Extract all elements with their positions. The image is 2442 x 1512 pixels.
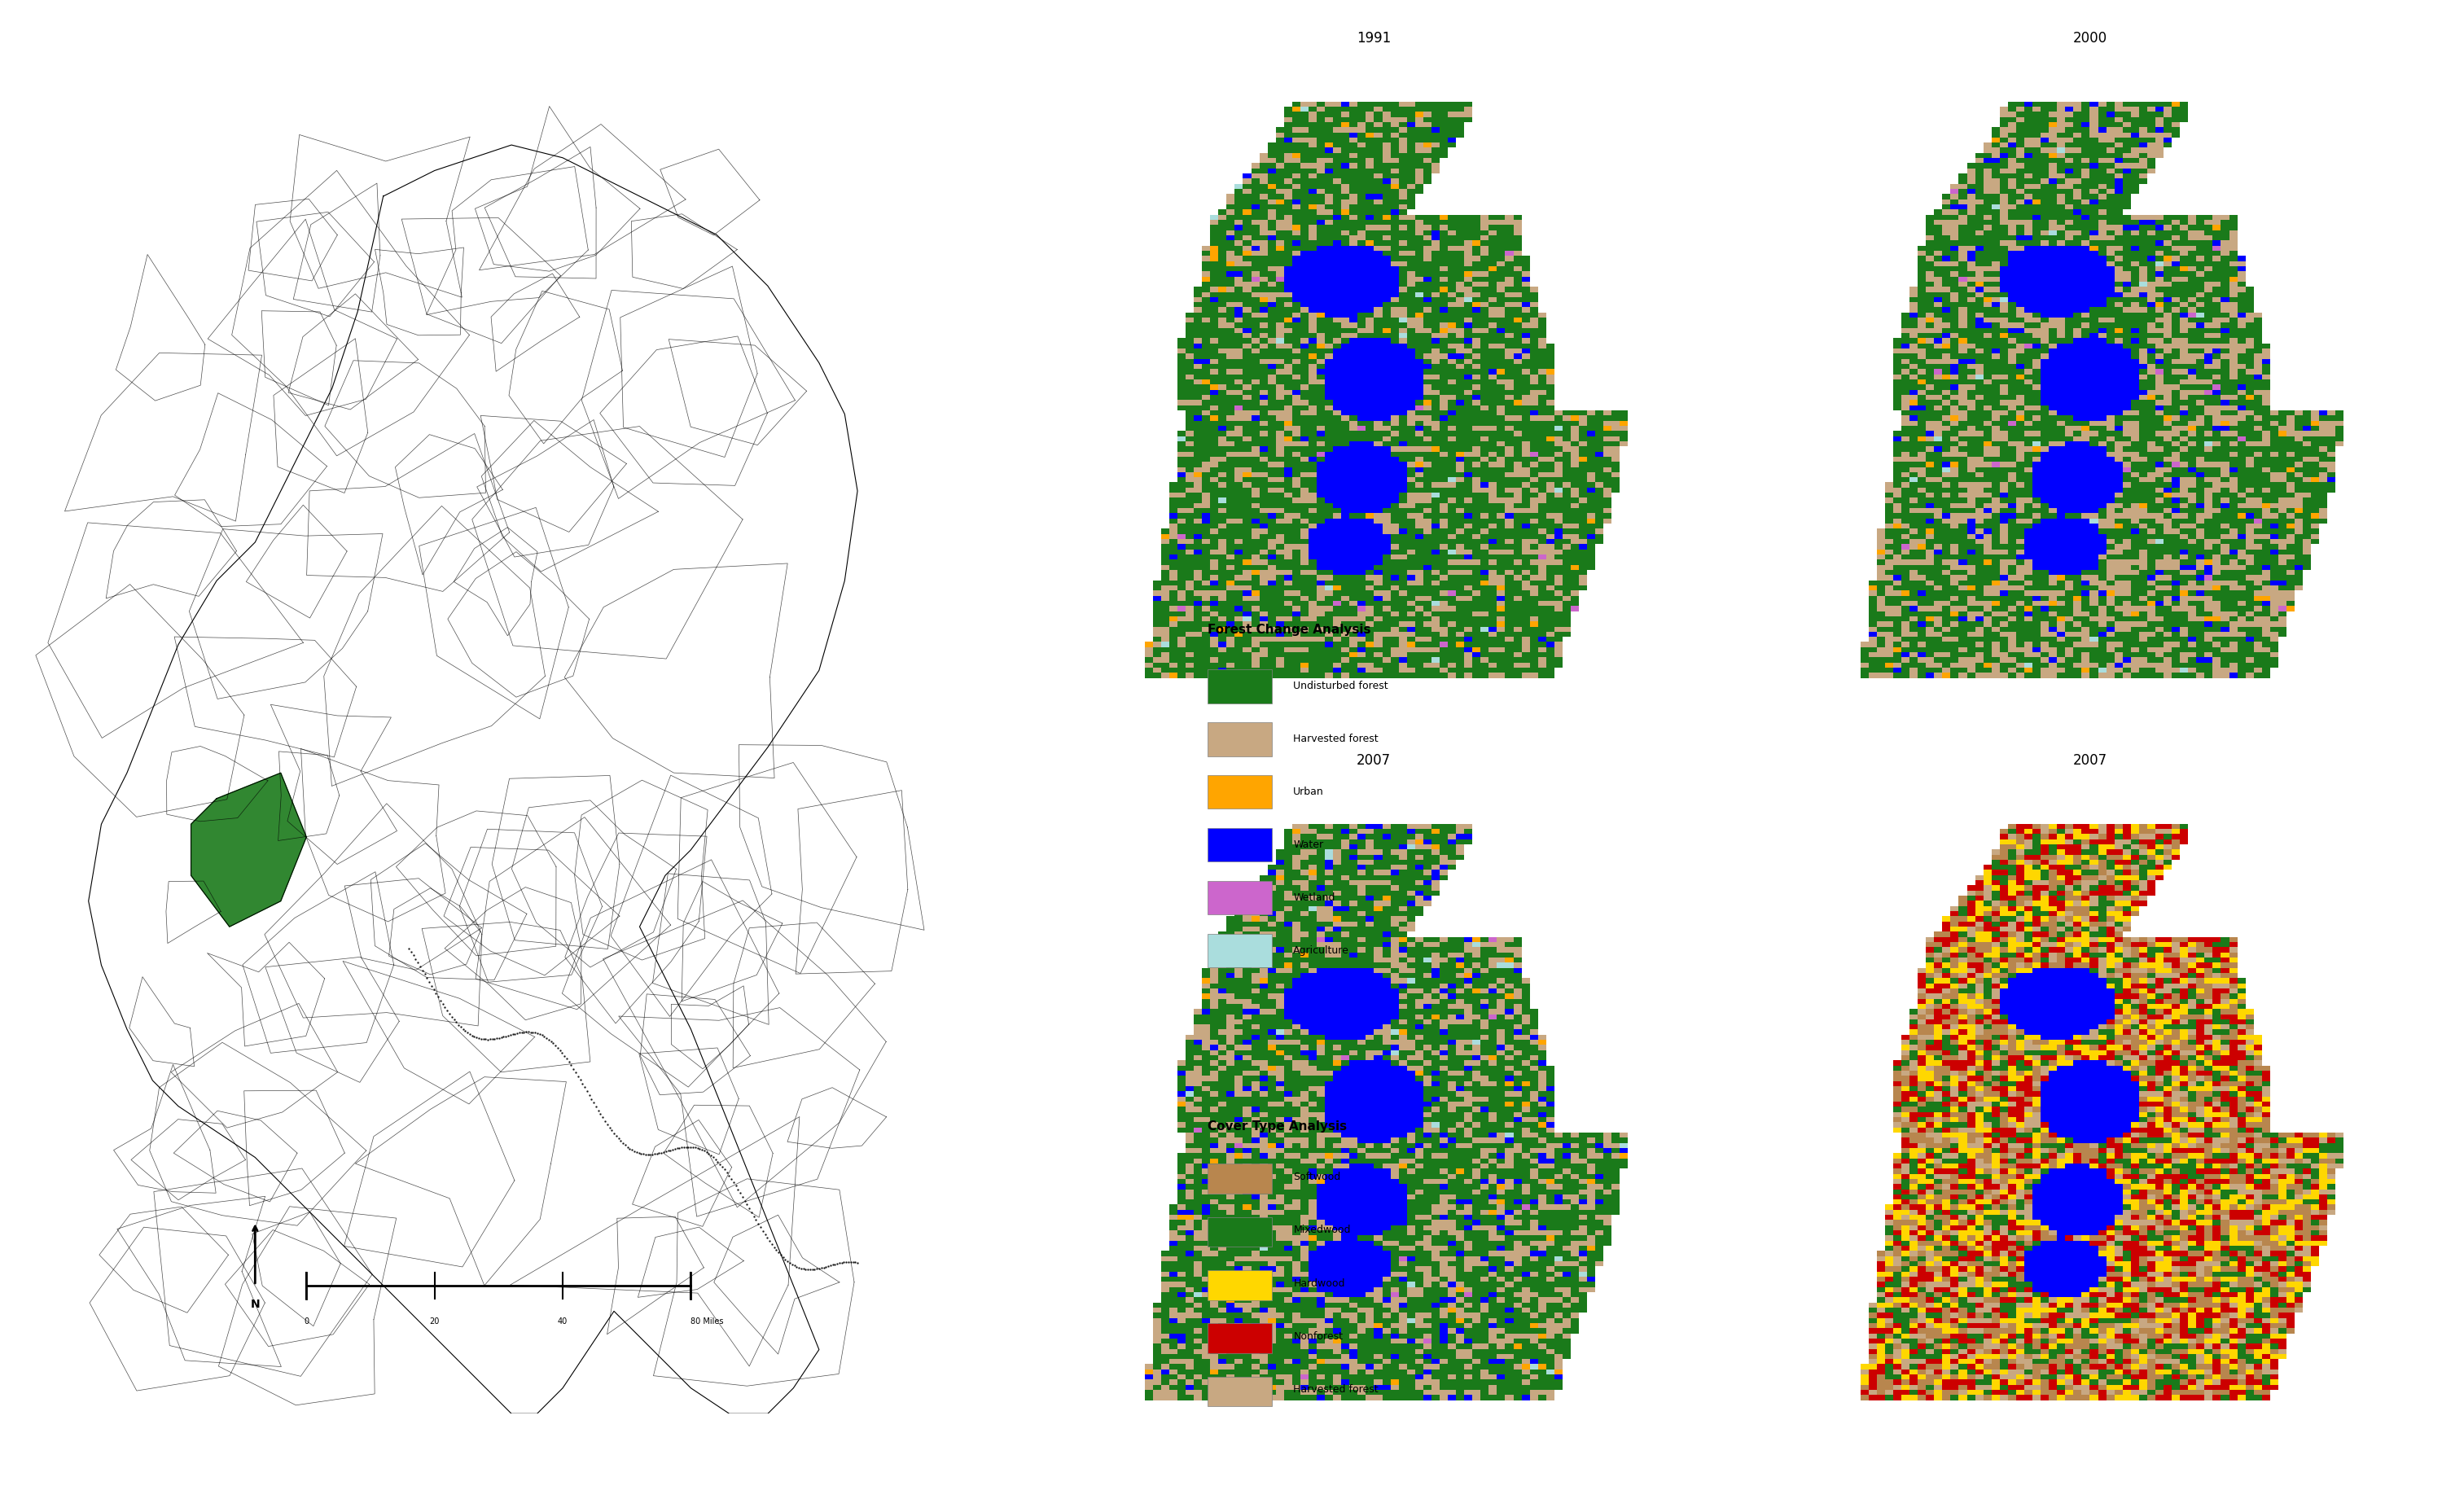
Polygon shape xyxy=(190,773,305,927)
Text: Harvested forest: Harvested forest xyxy=(1294,1385,1377,1396)
Bar xyxy=(1206,1217,1272,1247)
Text: Wetland: Wetland xyxy=(1294,892,1336,903)
Bar xyxy=(1206,1376,1272,1406)
Text: Hardwood: Hardwood xyxy=(1294,1278,1346,1288)
Text: Agriculture: Agriculture xyxy=(1294,945,1350,956)
Text: 40: 40 xyxy=(557,1317,567,1326)
Text: N: N xyxy=(252,1299,259,1309)
Text: Nonforest: Nonforest xyxy=(1294,1331,1343,1343)
Bar xyxy=(1206,829,1272,862)
Title: 2007: 2007 xyxy=(2073,753,2107,768)
Bar xyxy=(1206,668,1272,703)
Text: Harvested forest: Harvested forest xyxy=(1294,733,1377,744)
Bar xyxy=(1206,1323,1272,1353)
Text: 0: 0 xyxy=(303,1317,308,1326)
Bar xyxy=(1206,723,1272,756)
Title: 2000: 2000 xyxy=(2073,30,2107,45)
Bar xyxy=(1206,1270,1272,1300)
Text: Softwood: Softwood xyxy=(1294,1172,1341,1182)
Text: Urban: Urban xyxy=(1294,786,1324,797)
Text: Mixedwood: Mixedwood xyxy=(1294,1225,1350,1235)
Bar xyxy=(1206,880,1272,915)
Bar xyxy=(1206,934,1272,968)
Text: 80 Miles: 80 Miles xyxy=(691,1317,723,1326)
Title: 1991: 1991 xyxy=(1358,30,1392,45)
Bar xyxy=(1206,774,1272,809)
Text: Water: Water xyxy=(1294,839,1324,850)
Title: 2007: 2007 xyxy=(1358,753,1392,768)
Text: Forest Change Analysis: Forest Change Analysis xyxy=(1206,623,1370,637)
Text: Undisturbed forest: Undisturbed forest xyxy=(1294,680,1387,691)
Text: 20: 20 xyxy=(430,1317,440,1326)
Bar xyxy=(1206,1164,1272,1193)
Text: Cover Type Analysis: Cover Type Analysis xyxy=(1206,1120,1346,1132)
